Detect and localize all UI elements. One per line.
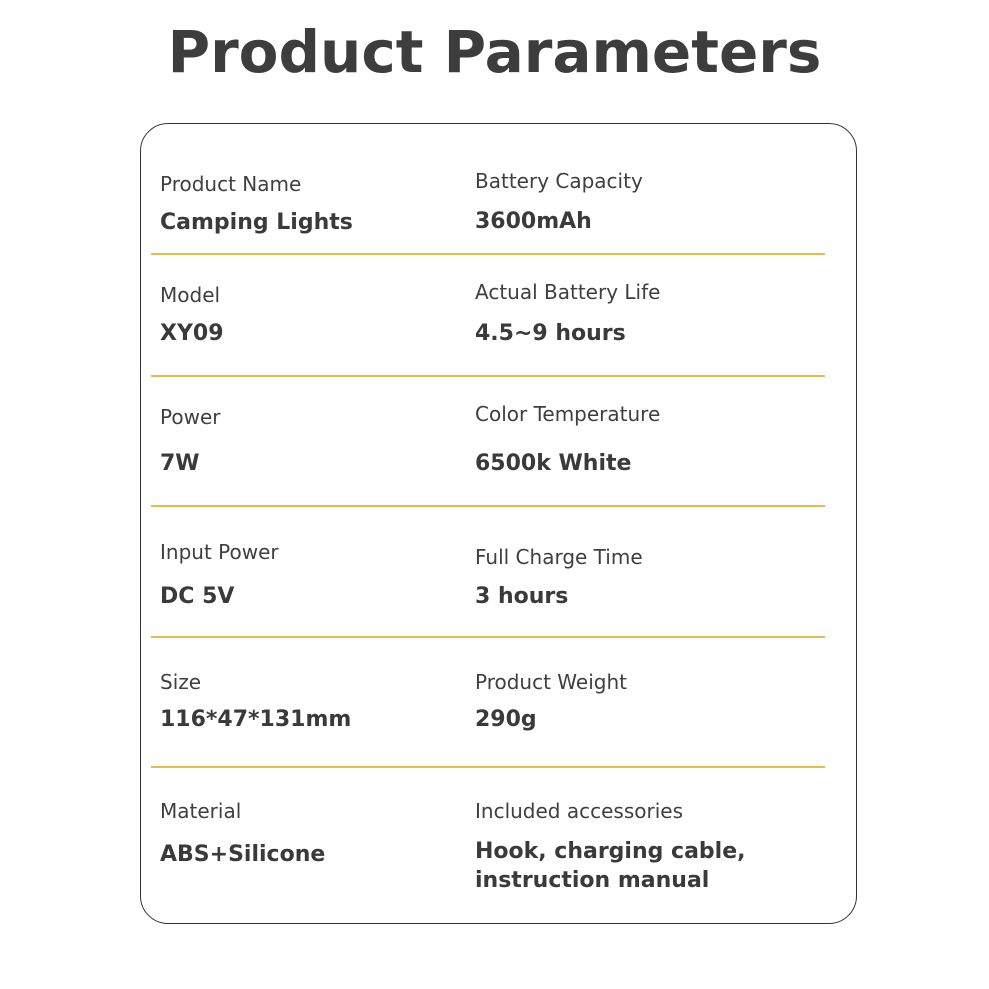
param-value: 3600mAh xyxy=(475,209,592,234)
param-label: Input Power xyxy=(160,540,279,564)
param-value: DC 5V xyxy=(160,584,235,609)
param-label: Included accessories xyxy=(475,799,683,823)
param-value: 6500k White xyxy=(475,451,632,476)
param-label: Model xyxy=(160,283,221,307)
param-value: 3 hours xyxy=(475,584,569,609)
param-value: 4.5~9 hours xyxy=(475,321,626,346)
param-label: Battery Capacity xyxy=(475,169,643,193)
param-value-line1: Hook, charging cable, xyxy=(475,839,746,864)
parameters-card xyxy=(140,123,857,924)
param-label: Material xyxy=(160,799,242,823)
page-title: Product Parameters xyxy=(167,18,822,86)
param-label: Actual Battery Life xyxy=(475,280,661,304)
param-value: 290g xyxy=(475,707,537,732)
param-label: Full Charge Time xyxy=(475,545,643,569)
param-value: ABS+Silicone xyxy=(160,842,326,867)
row-divider xyxy=(151,253,825,255)
param-label: Power xyxy=(160,405,221,429)
row-divider xyxy=(151,375,825,377)
param-value: XY09 xyxy=(160,321,224,346)
param-label: Size xyxy=(160,670,202,694)
row-divider xyxy=(151,636,825,638)
param-value-line2: instruction manual xyxy=(475,868,710,893)
param-label: Color Temperature xyxy=(475,402,661,426)
param-value: 7W xyxy=(160,451,200,476)
param-value: 116*47*131mm xyxy=(160,707,352,732)
param-label: Product Name xyxy=(160,172,302,196)
row-divider xyxy=(151,766,825,768)
param-label: Product Weight xyxy=(475,670,627,694)
param-value: Camping Lights xyxy=(160,210,353,235)
row-divider xyxy=(151,505,825,507)
